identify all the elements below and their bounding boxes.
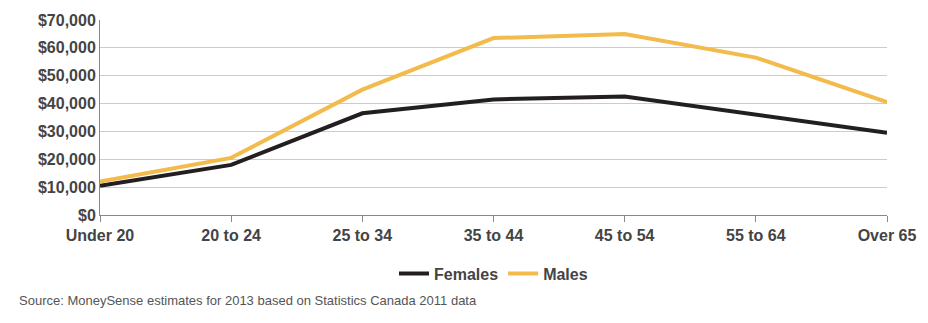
svg-text:$10,000: $10,000 bbox=[38, 179, 96, 196]
svg-text:Males: Males bbox=[543, 266, 588, 283]
svg-text:$30,000: $30,000 bbox=[38, 123, 96, 140]
svg-text:Females: Females bbox=[434, 266, 498, 283]
svg-text:35 to 44: 35 to 44 bbox=[464, 227, 524, 244]
svg-text:$40,000: $40,000 bbox=[38, 95, 96, 112]
svg-text:55 to 64: 55 to 64 bbox=[726, 227, 786, 244]
svg-text:$50,000: $50,000 bbox=[38, 67, 96, 84]
svg-text:Over 65: Over 65 bbox=[858, 227, 917, 244]
svg-text:$20,000: $20,000 bbox=[38, 151, 96, 168]
svg-text:Under 20: Under 20 bbox=[66, 227, 135, 244]
svg-text:Source: MoneySense estimates f: Source: MoneySense estimates for 2013 ba… bbox=[19, 293, 477, 308]
svg-text:20 to 24: 20 to 24 bbox=[201, 227, 261, 244]
svg-text:$60,000: $60,000 bbox=[38, 39, 96, 56]
svg-text:$0: $0 bbox=[78, 207, 96, 224]
svg-text:$70,000: $70,000 bbox=[38, 12, 96, 29]
svg-text:25 to 34: 25 to 34 bbox=[333, 227, 393, 244]
svg-text:45 to 54: 45 to 54 bbox=[595, 227, 655, 244]
